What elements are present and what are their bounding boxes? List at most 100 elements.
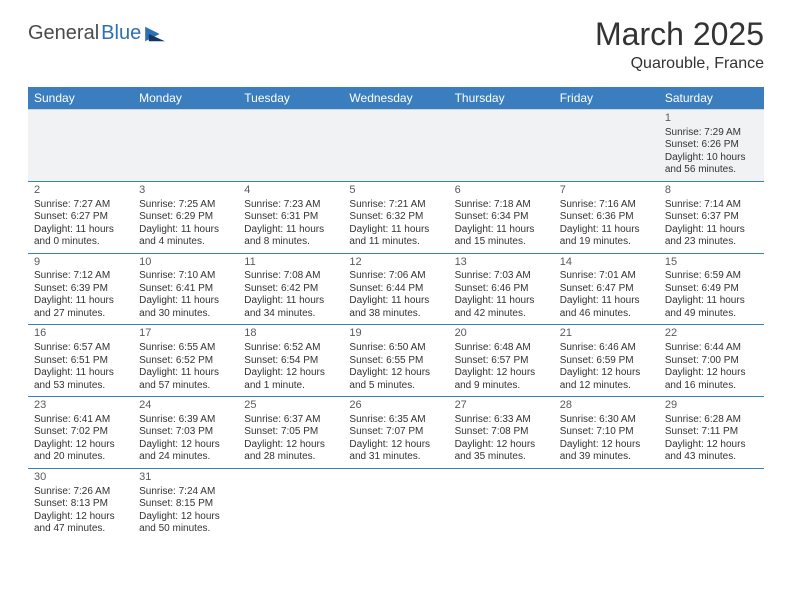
day-cell: 25Sunrise: 6:37 AMSunset: 7:05 PMDayligh… [238, 397, 343, 469]
day-header-sunday: Sunday [28, 87, 133, 110]
sunrise-text: Sunrise: 7:10 AM [139, 270, 232, 283]
day-cell: 12Sunrise: 7:06 AMSunset: 6:44 PMDayligh… [343, 253, 448, 325]
day-cell [449, 110, 554, 182]
sunset-text: Sunset: 6:37 PM [665, 211, 758, 224]
daylight-text: and 11 minutes. [349, 236, 442, 249]
daylight-text: Daylight: 10 hours [665, 152, 758, 165]
day-number: 8 [665, 184, 758, 198]
day-cell: 5Sunrise: 7:21 AMSunset: 6:32 PMDaylight… [343, 181, 448, 253]
sunrise-text: Sunrise: 6:46 AM [560, 342, 653, 355]
sunset-text: Sunset: 6:55 PM [349, 355, 442, 368]
day-cell [343, 468, 448, 539]
daylight-text: and 12 minutes. [560, 380, 653, 393]
sunset-text: Sunset: 7:07 PM [349, 426, 442, 439]
day-cell: 2Sunrise: 7:27 AMSunset: 6:27 PMDaylight… [28, 181, 133, 253]
day-cell: 26Sunrise: 6:35 AMSunset: 7:07 PMDayligh… [343, 397, 448, 469]
daylight-text: Daylight: 12 hours [34, 439, 127, 452]
sunrise-text: Sunrise: 6:37 AM [244, 414, 337, 427]
daylight-text: Daylight: 11 hours [244, 224, 337, 237]
sunrise-text: Sunrise: 7:16 AM [560, 199, 653, 212]
daylight-text: and 19 minutes. [560, 236, 653, 249]
daylight-text: Daylight: 11 hours [139, 367, 232, 380]
sunrise-text: Sunrise: 7:26 AM [34, 486, 127, 499]
week-row: 1Sunrise: 7:29 AMSunset: 6:26 PMDaylight… [28, 110, 764, 182]
day-cell [449, 468, 554, 539]
day-cell: 18Sunrise: 6:52 AMSunset: 6:54 PMDayligh… [238, 325, 343, 397]
daylight-text: Daylight: 12 hours [244, 439, 337, 452]
daylight-text: Daylight: 11 hours [34, 224, 127, 237]
sunrise-text: Sunrise: 7:06 AM [349, 270, 442, 283]
week-row: 30Sunrise: 7:26 AMSunset: 8:13 PMDayligh… [28, 468, 764, 539]
daylight-text: Daylight: 11 hours [139, 295, 232, 308]
daylight-text: and 15 minutes. [455, 236, 548, 249]
day-number: 23 [34, 399, 127, 413]
day-number: 20 [455, 327, 548, 341]
page-title: March 2025 [595, 16, 764, 53]
sunset-text: Sunset: 7:02 PM [34, 426, 127, 439]
daylight-text: and 39 minutes. [560, 451, 653, 464]
flag-icon [145, 25, 167, 43]
day-cell: 24Sunrise: 6:39 AMSunset: 7:03 PMDayligh… [133, 397, 238, 469]
daylight-text: and 31 minutes. [349, 451, 442, 464]
day-number: 16 [34, 327, 127, 341]
day-cell [554, 110, 659, 182]
day-number: 21 [560, 327, 653, 341]
daylight-text: and 4 minutes. [139, 236, 232, 249]
day-cell: 4Sunrise: 7:23 AMSunset: 6:31 PMDaylight… [238, 181, 343, 253]
sunrise-text: Sunrise: 6:44 AM [665, 342, 758, 355]
sunrise-text: Sunrise: 6:30 AM [560, 414, 653, 427]
day-cell: 29Sunrise: 6:28 AMSunset: 7:11 PMDayligh… [659, 397, 764, 469]
logo-text-blue: Blue [101, 22, 141, 45]
sunset-text: Sunset: 6:39 PM [34, 283, 127, 296]
sunrise-text: Sunrise: 6:35 AM [349, 414, 442, 427]
day-cell: 17Sunrise: 6:55 AMSunset: 6:52 PMDayligh… [133, 325, 238, 397]
daylight-text: Daylight: 11 hours [349, 295, 442, 308]
day-header-row: SundayMondayTuesdayWednesdayThursdayFrid… [28, 87, 764, 110]
daylight-text: and 34 minutes. [244, 308, 337, 321]
daylight-text: and 1 minute. [244, 380, 337, 393]
daylight-text: and 47 minutes. [34, 523, 127, 536]
daylight-text: Daylight: 11 hours [665, 224, 758, 237]
sunset-text: Sunset: 6:34 PM [455, 211, 548, 224]
sunset-text: Sunset: 7:05 PM [244, 426, 337, 439]
day-cell [659, 468, 764, 539]
daylight-text: and 42 minutes. [455, 308, 548, 321]
day-cell [28, 110, 133, 182]
day-number: 15 [665, 256, 758, 270]
day-cell: 27Sunrise: 6:33 AMSunset: 7:08 PMDayligh… [449, 397, 554, 469]
daylight-text: and 30 minutes. [139, 308, 232, 321]
sunset-text: Sunset: 8:15 PM [139, 498, 232, 511]
sunset-text: Sunset: 6:57 PM [455, 355, 548, 368]
day-header-monday: Monday [133, 87, 238, 110]
sunset-text: Sunset: 6:47 PM [560, 283, 653, 296]
daylight-text: and 46 minutes. [560, 308, 653, 321]
calendar-table: SundayMondayTuesdayWednesdayThursdayFrid… [28, 87, 764, 540]
sunrise-text: Sunrise: 6:50 AM [349, 342, 442, 355]
sunset-text: Sunset: 6:51 PM [34, 355, 127, 368]
daylight-text: Daylight: 11 hours [560, 295, 653, 308]
daylight-text: and 53 minutes. [34, 380, 127, 393]
week-row: 23Sunrise: 6:41 AMSunset: 7:02 PMDayligh… [28, 397, 764, 469]
daylight-text: and 28 minutes. [244, 451, 337, 464]
sunrise-text: Sunrise: 7:08 AM [244, 270, 337, 283]
daylight-text: and 27 minutes. [34, 308, 127, 321]
sunrise-text: Sunrise: 7:23 AM [244, 199, 337, 212]
day-number: 19 [349, 327, 442, 341]
sunset-text: Sunset: 6:29 PM [139, 211, 232, 224]
sunrise-text: Sunrise: 6:28 AM [665, 414, 758, 427]
sunset-text: Sunset: 8:13 PM [34, 498, 127, 511]
day-cell: 13Sunrise: 7:03 AMSunset: 6:46 PMDayligh… [449, 253, 554, 325]
location-label: Quarouble, France [595, 55, 764, 73]
daylight-text: Daylight: 12 hours [455, 367, 548, 380]
day-number: 28 [560, 399, 653, 413]
daylight-text: Daylight: 11 hours [665, 295, 758, 308]
daylight-text: and 16 minutes. [665, 380, 758, 393]
daylight-text: and 8 minutes. [244, 236, 337, 249]
day-cell: 1Sunrise: 7:29 AMSunset: 6:26 PMDaylight… [659, 110, 764, 182]
day-number: 6 [455, 184, 548, 198]
daylight-text: and 49 minutes. [665, 308, 758, 321]
day-header-thursday: Thursday [449, 87, 554, 110]
sunset-text: Sunset: 6:31 PM [244, 211, 337, 224]
daylight-text: Daylight: 12 hours [139, 439, 232, 452]
day-cell: 19Sunrise: 6:50 AMSunset: 6:55 PMDayligh… [343, 325, 448, 397]
